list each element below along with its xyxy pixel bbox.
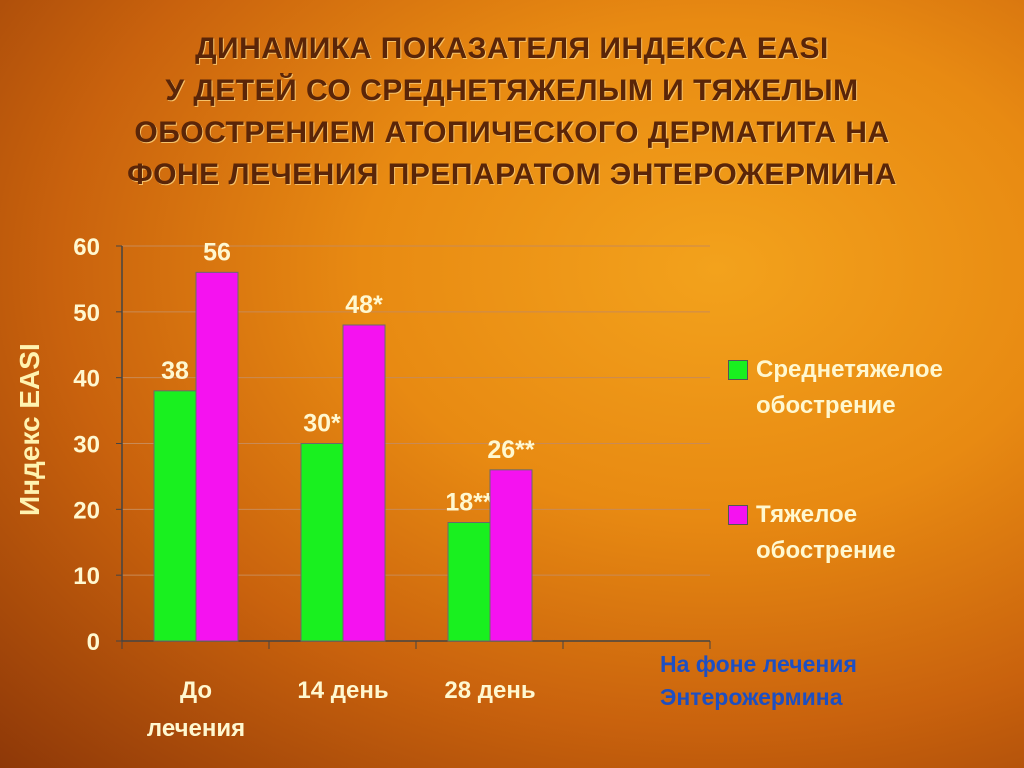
data-label: 30* [303,410,341,438]
x-tick-label: лечения [147,715,245,742]
y-tick-label: 40 [73,366,100,393]
title-line: ОБОСТРЕНИЕМ АТОПИЧЕСКОГО ДЕРМАТИТА НА [134,116,890,149]
data-label: 38 [161,357,189,385]
bar [195,271,239,642]
y-tick-label: 20 [73,497,100,524]
title-line: ДИНАМИКА ПОКАЗАТЕЛЯ ИНДЕКСА EASI [195,32,829,65]
y-tick-label: 60 [73,234,100,261]
legend-swatch-severe [728,505,748,525]
treatment-note: На фоне лечения Энтерожермина [660,648,960,714]
y-tick-label: 50 [73,300,100,327]
bar [300,443,344,642]
note-line: Энтерожермина [660,684,843,710]
legend-label-line: Тяжелое [756,501,858,528]
data-label: 48* [345,291,383,319]
bar [342,324,386,642]
y-axis-label: Индекс EASI [14,343,45,516]
legend-label-line: обострение [756,537,896,564]
bar [447,522,491,642]
title-line: ФОНЕ ЛЕЧЕНИЯ ПРЕПАРАТОМ ЭНТЕРОЖЕРМИНА [127,158,897,191]
x-tick-label: 28 день [444,677,535,704]
legend-swatch-moderate [728,360,748,380]
x-tick-label: До [180,677,212,704]
legend-label-line: Среднетяжелое [756,356,943,383]
x-tick-label: 14 день [297,677,388,704]
chart-title: ДИНАМИКА ПОКАЗАТЕЛЯ ИНДЕКСА EASI У ДЕТЕЙ… [40,28,984,196]
data-label: 18** [445,489,493,517]
y-tick-label: 0 [87,629,100,656]
y-tick-label: 10 [73,563,100,590]
data-label: 26** [487,436,535,464]
title-line: У ДЕТЕЙ СО СРЕДНЕТЯЖЕЛЫМ И ТЯЖЕЛЫМ [165,74,859,107]
bar [153,390,197,642]
y-tick-label: 30 [73,432,100,459]
bar [489,469,533,642]
data-label: 56 [203,238,231,266]
note-line: На фоне лечения [660,651,857,677]
legend-label-line: обострение [756,392,896,419]
